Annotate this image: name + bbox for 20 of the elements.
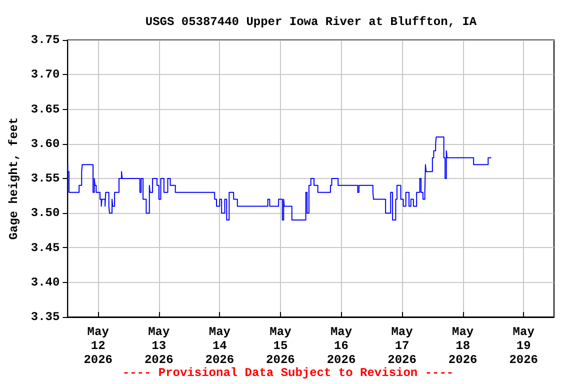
y-tick-label: 3.45	[30, 240, 60, 255]
x-tick-label: May 19 2026	[509, 325, 538, 367]
y-tick-label: 3.65	[30, 102, 60, 116]
y-tick-label: 3.55	[30, 172, 60, 186]
x-tick-label: May 12 2026	[84, 325, 113, 367]
y-tick-label: 3.70	[30, 68, 60, 82]
y-tick-label: 3.50	[30, 206, 60, 220]
y-axis-title: Gage height, feet	[7, 117, 21, 240]
x-tick-label: May 18 2026	[448, 325, 478, 367]
x-tick-label: May 14 2026	[205, 325, 234, 367]
y-tick-label: 3.35	[30, 310, 60, 324]
y-tick-label: 3.75	[30, 33, 60, 47]
x-tick-label: May 13 2026	[144, 325, 174, 367]
y-tick-label: 3.60	[30, 136, 60, 151]
x-tick-label: May 17 2026	[388, 325, 416, 367]
x-tick-label: May 16 2026	[326, 325, 356, 367]
y-tick-label: 3.40	[30, 275, 60, 290]
x-tick-label: May 15 2026	[266, 325, 295, 367]
chart-title: USGS 05387440 Upper Iowa River at Bluffton, IA	[145, 15, 478, 29]
text: ---- Provisional Data Subject to Revision ----	[122, 366, 454, 380]
